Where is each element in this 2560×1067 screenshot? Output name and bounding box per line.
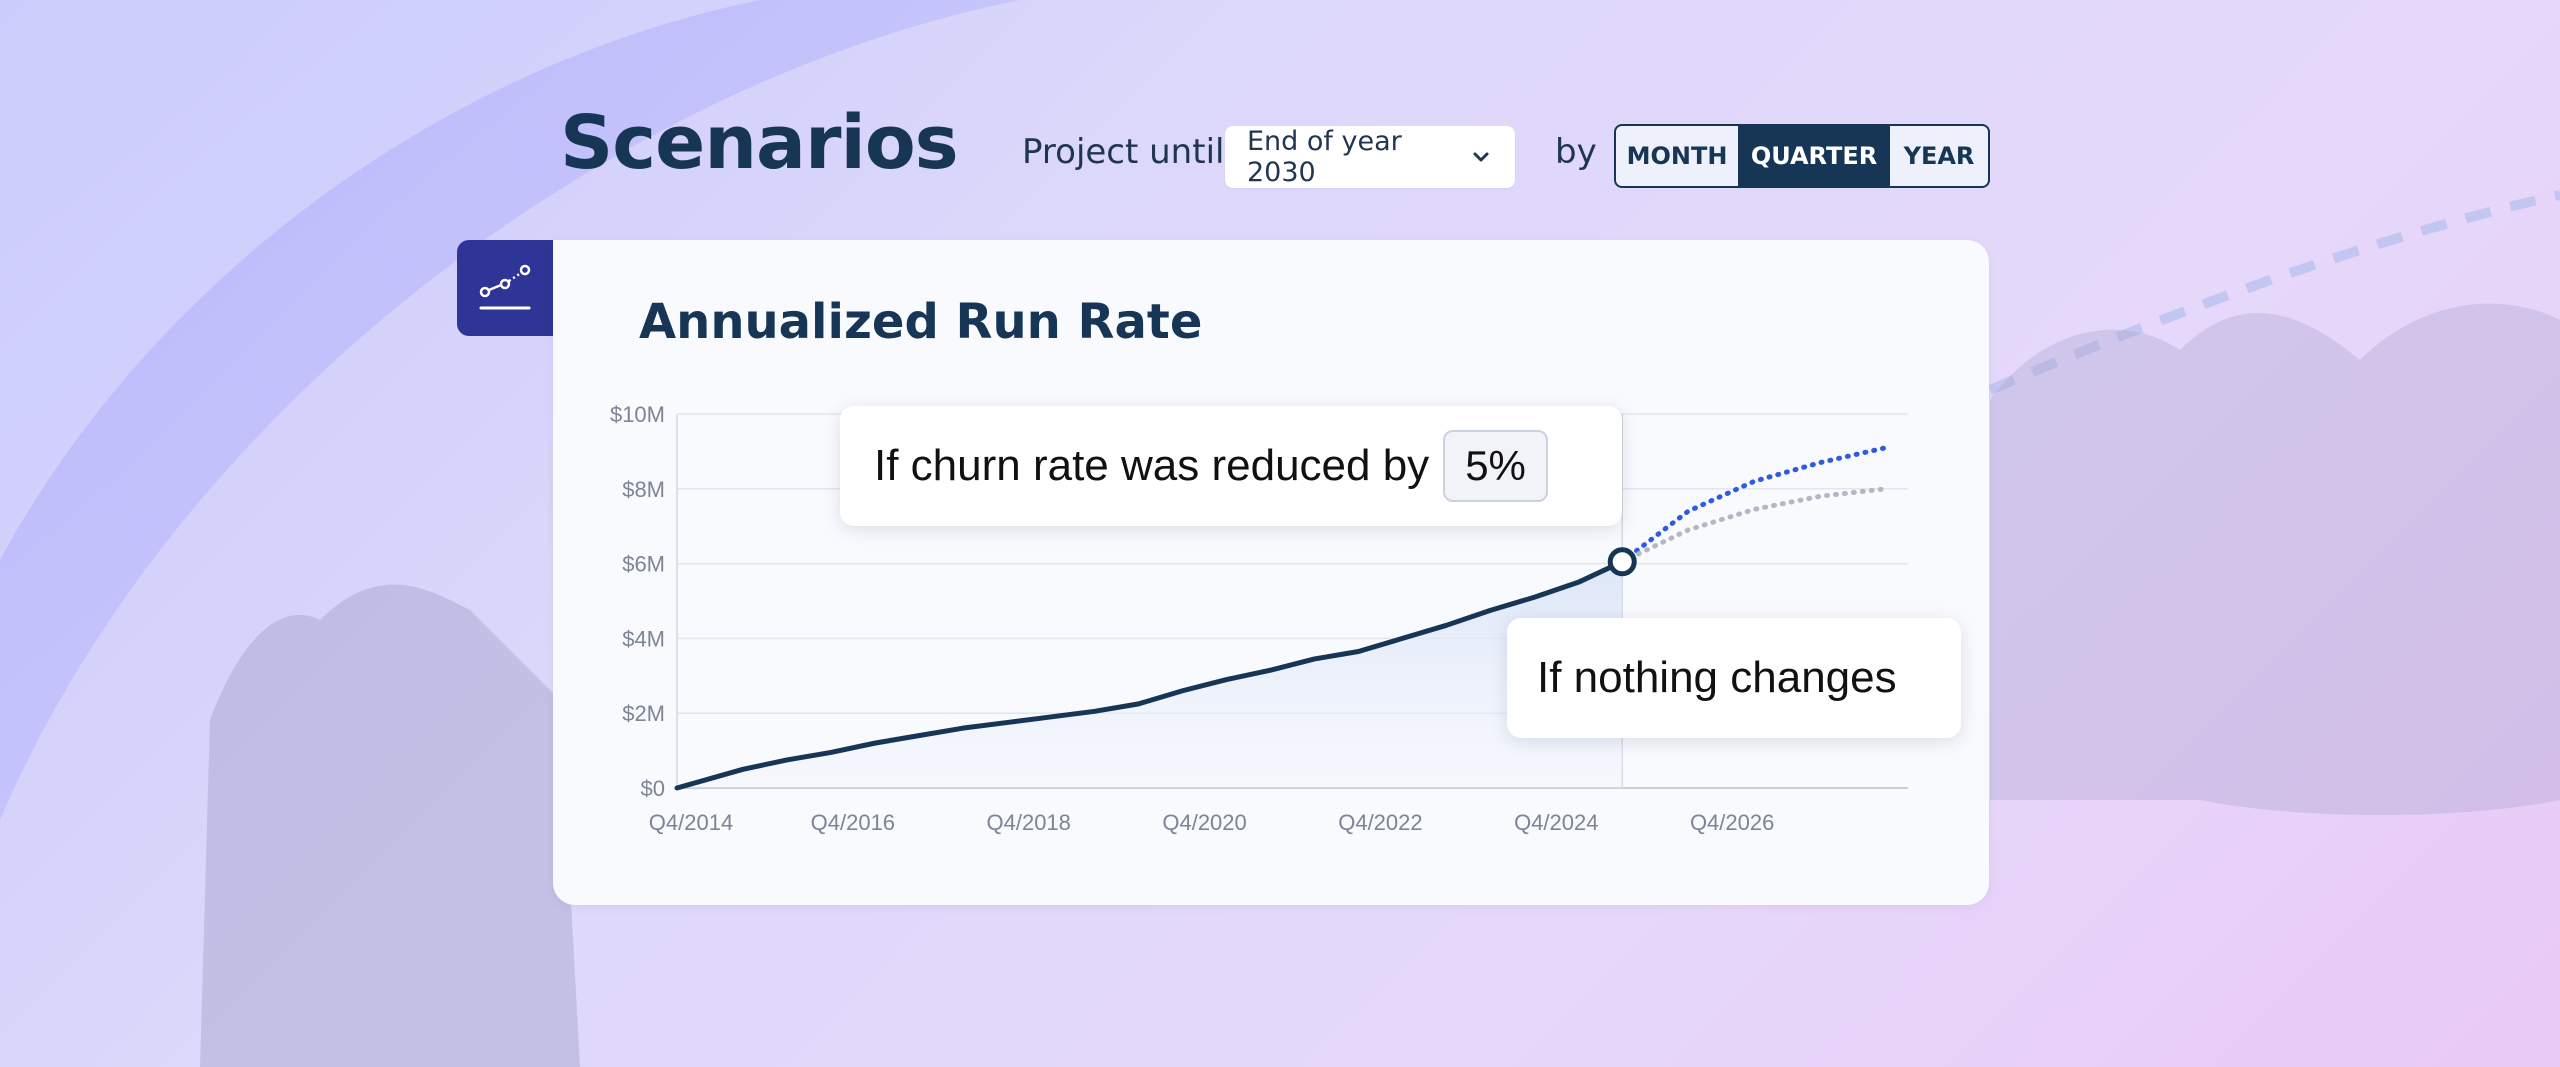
- actuals-area: [677, 561, 1623, 788]
- arr-chart: $0 $2M $4M $6M $8M $10M Q4/2014 Q4/2016 Q4/2018…: [610, 402, 1908, 835]
- current-value-marker: [1607, 547, 1637, 577]
- x-tick-label: Q4/2014: [649, 810, 733, 835]
- line-chart-icon: [479, 264, 531, 310]
- project-until-value: End of year 2030: [1247, 126, 1402, 188]
- granularity-quarter-button[interactable]: QUARTER: [1740, 126, 1890, 186]
- y-tick-label: $4M: [622, 626, 665, 651]
- baseline-scenario-callout[interactable]: If nothing changes: [1507, 618, 1961, 738]
- churn-scenario-callout[interactable]: If churn rate was reduced by 5%: [840, 406, 1622, 526]
- page-title: Scenarios: [560, 100, 959, 186]
- granularity-year-button[interactable]: YEAR: [1903, 142, 1975, 170]
- chart-card: Annualized Run Rate $0 $2M $4M $6M $8M $10M Q…: [553, 240, 1989, 905]
- reduced-churn-projection-line: [1619, 445, 1889, 565]
- project-until-select[interactable]: End of year 2030: [1225, 126, 1515, 188]
- x-tick-label: Q4/2022: [1338, 810, 1422, 835]
- x-tick-label: Q4/2016: [811, 810, 895, 835]
- baseline-projection-line: [1619, 486, 1889, 565]
- churn-scenario-text: If churn rate was reduced by: [874, 441, 1430, 490]
- y-tick-label: $0: [641, 776, 665, 801]
- x-tick-label: Q4/2020: [1162, 810, 1246, 835]
- header: Scenarios Project until End of year 2030…: [0, 0, 2560, 240]
- chevron-down-icon: [1473, 152, 1489, 162]
- y-tick-label: $10M: [610, 402, 665, 427]
- actuals-line: [674, 559, 1625, 791]
- baseline-scenario-text: If nothing changes: [1537, 653, 1897, 702]
- granularity-toggle: MONTH QUARTER YEAR: [1614, 124, 1990, 188]
- by-label: by: [1555, 132, 1597, 172]
- project-until-label: Project until: [1022, 132, 1225, 172]
- x-tick-label: Q4/2026: [1690, 810, 1774, 835]
- x-tick-label: Q4/2018: [987, 810, 1071, 835]
- x-tick-label: Q4/2024: [1514, 810, 1598, 835]
- granularity-month-button[interactable]: MONTH: [1616, 126, 1740, 186]
- y-tick-label: $8M: [622, 477, 665, 502]
- y-tick-label: $2M: [622, 701, 665, 726]
- y-tick-label: $6M: [622, 552, 665, 577]
- churn-percent-input[interactable]: 5%: [1443, 430, 1548, 502]
- chart-title: Annualized Run Rate: [639, 294, 1203, 350]
- chart-type-tab[interactable]: [457, 240, 553, 336]
